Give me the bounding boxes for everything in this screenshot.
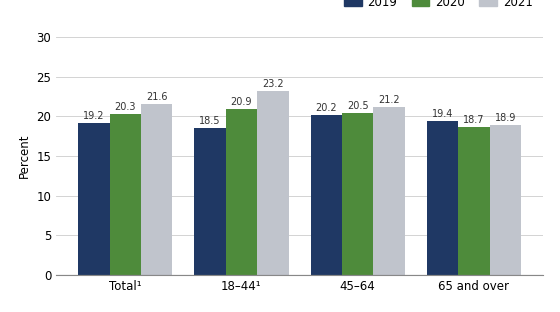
Text: 19.2: 19.2 — [83, 111, 105, 121]
Bar — [427, 121, 458, 275]
Bar — [141, 104, 172, 275]
Bar — [458, 127, 489, 275]
Text: 18.9: 18.9 — [494, 113, 516, 123]
Bar — [257, 91, 288, 275]
Bar — [226, 110, 257, 275]
Text: 20.3: 20.3 — [114, 102, 136, 112]
Y-axis label: Percent: Percent — [18, 134, 31, 178]
Legend: 2019, 2020, 2021: 2019, 2020, 2021 — [339, 0, 537, 14]
Bar — [311, 115, 342, 275]
Text: 19.4: 19.4 — [432, 109, 453, 119]
Bar — [489, 125, 521, 275]
Bar — [78, 123, 110, 275]
Bar — [194, 128, 226, 275]
Text: 18.5: 18.5 — [199, 116, 221, 126]
Bar — [110, 114, 141, 275]
Text: 20.5: 20.5 — [347, 100, 368, 110]
Text: 23.2: 23.2 — [262, 79, 284, 89]
Text: 18.7: 18.7 — [463, 115, 485, 125]
Text: 20.2: 20.2 — [315, 103, 337, 113]
Bar — [342, 113, 374, 275]
Bar — [374, 107, 405, 275]
Text: 21.2: 21.2 — [379, 95, 400, 105]
Text: 20.9: 20.9 — [231, 97, 252, 107]
Text: 21.6: 21.6 — [146, 92, 167, 102]
